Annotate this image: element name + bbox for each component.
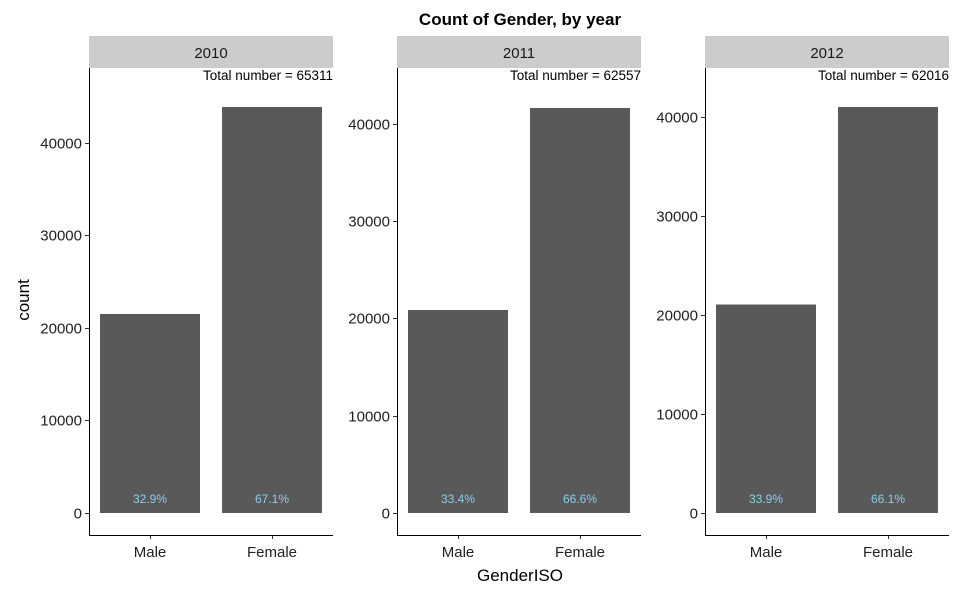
x-tick-label: Male [442,544,475,561]
x-axis-title: GenderISO [477,566,563,585]
bar-female [529,107,631,514]
panel-axes [397,68,641,536]
y-tick-label: 30000 [656,209,698,226]
total-number-annotation: Total number = 62016 [818,68,949,83]
y-tick-label: 20000 [348,311,390,328]
x-tick-label: Male [134,544,167,561]
y-tick-label: 10000 [656,407,698,424]
bar-female [837,106,939,513]
x-tick-label: Female [863,544,913,561]
x-tick-label: Female [247,544,297,561]
y-tick-label: 40000 [40,136,82,153]
panel-axes [89,68,333,536]
y-tick-label: 0 [74,506,82,523]
y-tick-label: 40000 [348,117,390,134]
panel-axes [705,68,949,536]
y-tick-label: 30000 [40,228,82,245]
x-tick-label: Male [750,544,783,561]
total-number-annotation: Total number = 62557 [510,68,641,83]
y-tick-label: 20000 [40,321,82,338]
facet-strip-label: 2011 [503,45,535,62]
bar-percent-label: 66.1% [871,492,905,506]
facet-strip-label: 2010 [194,45,227,62]
facet-strip [89,36,333,68]
bar-percent-label: 66.6% [563,492,597,506]
y-tick-label: 10000 [40,413,82,430]
bar-male [99,314,201,513]
facet-panel-2010: 2010 0 10000 20000 30000 40000 32.9% Male 67.1% F… [40,36,333,561]
facet-panel-2011: 2011 0 10000 20000 30000 40000 33.4% Male 66.6% F… [348,36,641,561]
facet-panels: 2010 0 10000 20000 30000 40000 32.9% Male 67.1% F… [40,36,949,561]
bar-percent-label: 33.9% [749,492,783,506]
bar-percent-label: 67.1% [255,492,289,506]
y-tick-label: 30000 [348,214,390,231]
bar-percent-label: 32.9% [133,492,167,506]
bar-male [407,309,509,513]
total-number-annotation: Total number = 65311 [203,68,333,83]
chart-title: Count of Gender, by year [419,10,622,29]
facet-strip-label: 2012 [810,45,843,62]
bar-percent-label: 33.4% [441,492,475,506]
x-tick-label: Female [555,544,605,561]
y-tick-label: 0 [382,506,390,523]
bar-male [715,304,817,513]
y-tick-label: 20000 [656,308,698,325]
y-axis-title: count [14,279,33,321]
facet-strip [397,36,641,68]
facet-panel-2012: 2012 0 10000 20000 30000 40000 33.9% Male 66.1% F… [656,36,949,561]
y-tick-label: 40000 [656,110,698,127]
y-tick-label: 10000 [348,409,390,426]
y-tick-label: 0 [690,506,698,523]
facet-strip [705,36,949,68]
bar-female [221,107,323,513]
